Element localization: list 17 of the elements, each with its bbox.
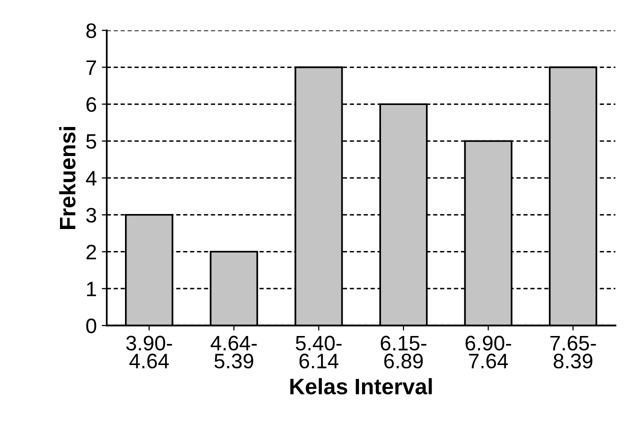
x-tick-label: 7.65- 8.39 <box>550 336 596 368</box>
y-tick-label: 6 <box>86 97 96 112</box>
y-tick-label: 0 <box>86 318 96 334</box>
x-tick-label: 4.64- 5.39 <box>210 336 257 368</box>
y-tick-label: 8 <box>86 23 96 38</box>
y-tick-label: 5 <box>86 134 96 149</box>
x-tick-label: 3.90- 4.64 <box>126 336 172 368</box>
y-tick-label: 2 <box>86 244 96 260</box>
y-tick-label: 1 <box>87 282 96 296</box>
x-tick-label: 6.90- 7.64 <box>466 336 512 368</box>
x-axis-title: Kelas Interval <box>290 378 432 394</box>
y-tick-label: 3 <box>86 208 96 223</box>
y-axis-title: Frekuensi <box>59 127 76 229</box>
x-tick-label: 6.15- 6.89 <box>380 336 426 368</box>
x-tick-label: 5.40- 6.14 <box>296 336 342 368</box>
y-tick-label: 4 <box>86 171 96 186</box>
y-tick-label: 7 <box>86 60 96 75</box>
